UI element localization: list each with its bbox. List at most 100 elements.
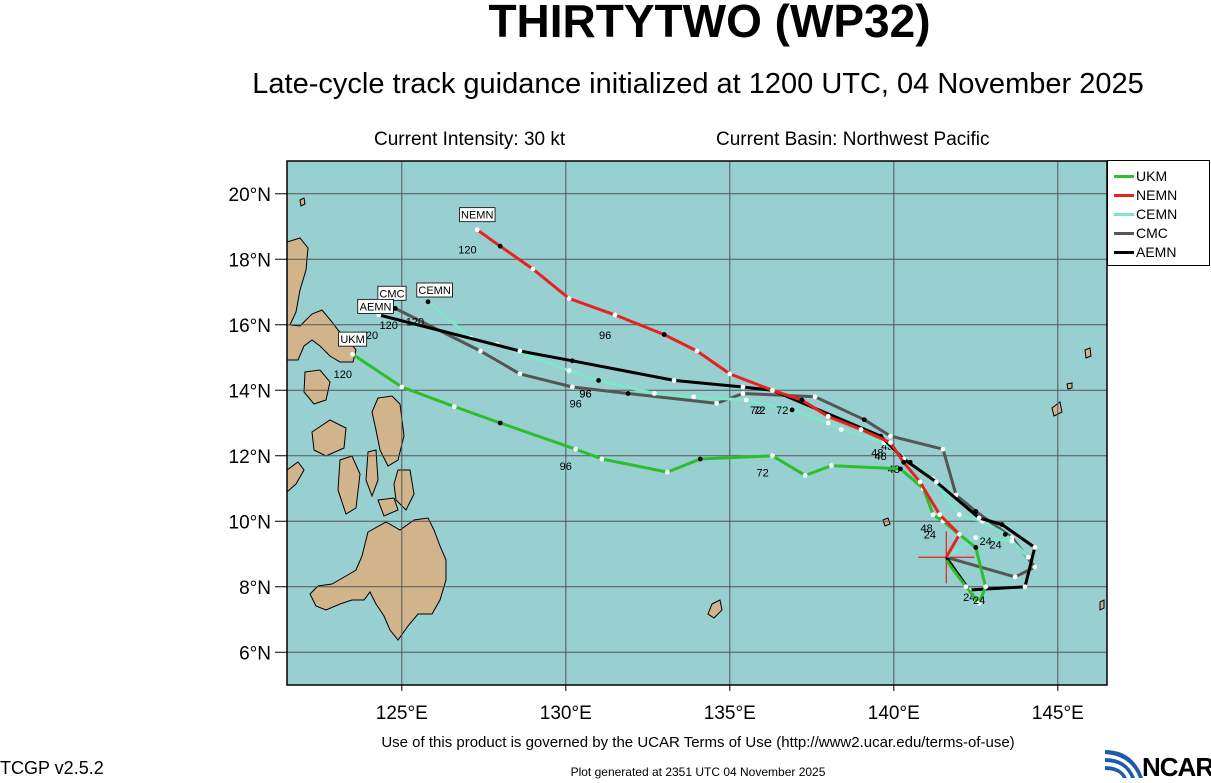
model-end-label: UKM (340, 334, 364, 346)
version-label: TCGP v2.5.2 (0, 758, 104, 778)
legend-swatch (1114, 231, 1134, 235)
track-point (596, 378, 601, 383)
generated-timestamp: Plot generated at 2351 UTC 04 November 2… (570, 765, 826, 779)
chart-title: THIRTYTWO (WP32) (488, 0, 931, 47)
legend-label: NEMN (1136, 187, 1178, 203)
small-island (1066, 382, 1073, 390)
current-basin-label: Current Basin: Northwest Pacific (716, 129, 990, 150)
track-point (861, 417, 867, 423)
track-point (937, 512, 943, 518)
model-end-label: CEMN (418, 285, 450, 297)
lon-tick-label: 135°E (704, 703, 756, 724)
track-point (825, 414, 831, 419)
luzon-island (287, 237, 357, 363)
samar-island (371, 395, 405, 467)
track-point (901, 459, 907, 465)
legend: UKM NEMN CEMN CMC AEMN (1107, 160, 1210, 266)
forecast-hour-label: 72 (750, 405, 762, 417)
mindoro-island (303, 369, 331, 405)
track-point (897, 466, 903, 472)
forecast-hour-label: 24 (973, 595, 985, 607)
lon-tick-label: 145°E (1032, 703, 1084, 724)
model-end-label-box (416, 282, 453, 298)
track-point (661, 332, 667, 337)
track-point (799, 397, 805, 403)
track-point (691, 394, 697, 400)
leyte-island (393, 469, 415, 511)
track-point (740, 384, 746, 390)
track-point (940, 446, 946, 452)
track-point (1022, 584, 1028, 590)
track-point (478, 348, 483, 354)
track-point (888, 433, 893, 439)
forecast-hour-label: 24 (980, 536, 992, 548)
track-point (497, 420, 503, 426)
track-point (770, 387, 775, 393)
track-point (727, 371, 733, 377)
track-point (599, 456, 605, 462)
track-point (829, 463, 834, 468)
legend-item-cmc: CMC (1114, 224, 1168, 242)
forecast-hour-label: 96 (570, 399, 582, 411)
lat-tick-label: 18°N (229, 250, 271, 271)
track-point (888, 440, 893, 446)
track-point (569, 358, 575, 364)
track-point (697, 456, 703, 462)
lon-tick-label: 125°E (376, 703, 428, 724)
track-point (392, 305, 398, 311)
track-point (917, 479, 923, 485)
legend-label: UKM (1136, 168, 1168, 184)
grid-lines (287, 161, 1107, 685)
track-point (957, 512, 962, 518)
track-point (425, 299, 431, 305)
model-end-label: CMC (379, 288, 404, 300)
small-island (1099, 599, 1105, 611)
track-point (474, 227, 480, 233)
track-point (651, 391, 657, 396)
model-end-label-box (459, 207, 496, 223)
small-island (1084, 347, 1092, 359)
track-point (825, 420, 831, 426)
track-point (612, 312, 618, 318)
forecast-hour-label: 120 (334, 369, 352, 381)
model-end-label: NEMN (461, 210, 493, 222)
track-ukm (351, 352, 988, 605)
track-point (694, 348, 700, 354)
legend-swatch (1114, 193, 1134, 197)
track-point (530, 266, 536, 272)
track-point (930, 512, 936, 518)
forecast-hour-label: 72 (776, 405, 788, 417)
current-intensity-label: Current Intensity: 30 kt (374, 129, 566, 150)
track-point (743, 397, 749, 403)
forecast-hour-label: 96 (599, 330, 611, 342)
track-point (858, 427, 864, 432)
forecast-hour-label: 48 (920, 523, 932, 535)
model-end-label-box (338, 331, 368, 347)
track-point (802, 473, 808, 478)
forecast-hour-label: 96 (579, 389, 591, 401)
track-point (517, 348, 523, 354)
track-point (1032, 545, 1038, 550)
legend-label: CEMN (1136, 206, 1178, 222)
track-point (350, 351, 355, 357)
track-point (983, 584, 989, 590)
ncar-logo-icon (1105, 750, 1143, 778)
lat-tick-label: 20°N (229, 185, 271, 206)
legend-item-aemn: AEMN (1114, 243, 1176, 261)
track-point (569, 384, 575, 390)
small-island (299, 197, 306, 207)
track-point (1032, 564, 1038, 570)
legend-label: AEMN (1136, 244, 1177, 260)
track-point (517, 371, 523, 377)
cebu-island (365, 449, 379, 498)
lat-tick-label: 14°N (229, 381, 271, 402)
forecast-hour-label: 48 (871, 448, 883, 460)
track-point (497, 243, 503, 249)
legend-label: CMC (1136, 225, 1168, 241)
lat-tick-label: 10°N (229, 512, 271, 533)
track-point (838, 427, 844, 432)
axis-ticks: 125°E 130°E 135°E 140°E 145°E 6°N 8°N 10°N 12°N 1… (229, 185, 1084, 724)
track-point (999, 522, 1005, 527)
legend-item-cemn: CEMN (1114, 205, 1177, 223)
